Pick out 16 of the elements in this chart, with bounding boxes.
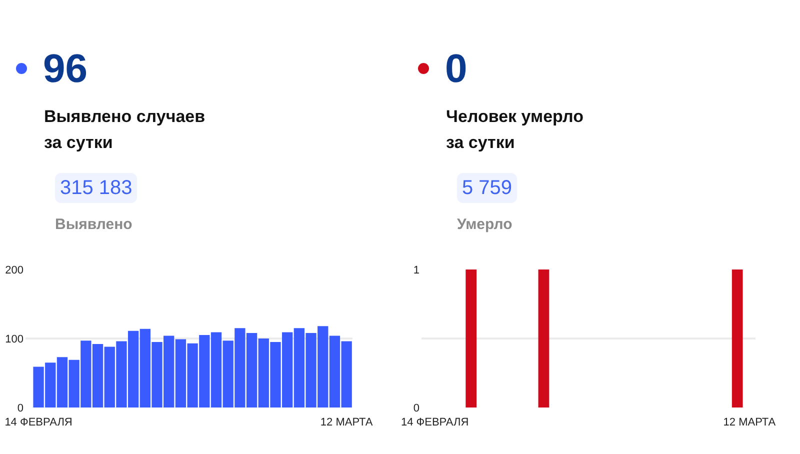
text: Выявлено случаев за сутки <box>44 106 206 154</box>
x-tick-label: 14 ФЕВРАЛЯ <box>4 416 72 428</box>
y-tick-label: 1 <box>413 264 420 276</box>
text: 0 <box>445 46 468 92</box>
text: 5 759 <box>457 173 518 203</box>
text: Умерло <box>457 215 512 235</box>
text: Человек умерло за сутки <box>446 106 584 154</box>
y-tick-label: 200 <box>5 264 24 276</box>
y-tick-label: 0 <box>17 402 24 414</box>
text: 96 <box>43 46 88 92</box>
x-tick-label: 12 МАРТА <box>320 416 374 428</box>
x-tick-label: 12 МАРТА <box>723 416 776 428</box>
x-tick-label: 14 ФЕВРАЛЯ <box>400 416 469 428</box>
text: Выявлено <box>55 215 132 235</box>
text: 315 183 <box>55 173 138 203</box>
y-tick-label: 100 <box>5 334 24 346</box>
